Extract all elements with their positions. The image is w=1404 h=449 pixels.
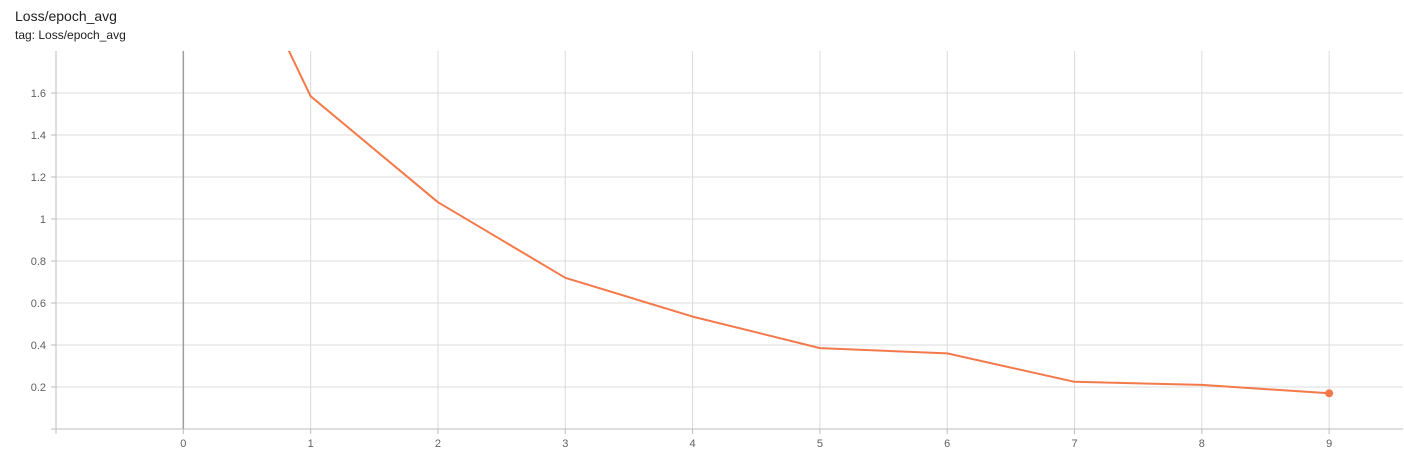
y-tick-label: 0.6	[31, 298, 46, 310]
x-tick-label: 4	[690, 438, 696, 449]
x-tick-label: 8	[1199, 438, 1205, 449]
axis-layer	[51, 51, 1403, 434]
series-line	[287, 51, 1331, 395]
y-tick-label: 0.4	[31, 340, 46, 352]
series-layer[interactable]	[183, 0, 1334, 398]
y-tick-label: 0.8	[31, 256, 46, 268]
last-data-point	[1325, 389, 1334, 398]
y-tick-label: 1.2	[31, 172, 46, 184]
chart-subtitle: tag: Loss/epoch_avg	[15, 28, 126, 42]
y-tick-label: 1	[40, 214, 46, 226]
x-tick-label: 6	[944, 438, 950, 449]
y-tick-label: 1.4	[31, 130, 46, 142]
tick-label-layer: 0.2 0.4 0.6 0.8 1 1.2 1.4 1.6 0 1 2 3 4 5 6 7 8 9	[31, 88, 1333, 449]
y-tick-label: 0.2	[31, 382, 46, 394]
x-tick-label: 0	[180, 438, 186, 449]
x-tick-label: 1	[308, 438, 314, 449]
x-tick-label: 3	[562, 438, 568, 449]
x-tick-label: 2	[435, 438, 441, 449]
chart-title: Loss/epoch_avg	[15, 8, 117, 24]
grid-layer	[56, 51, 1403, 429]
x-tick-label: 7	[1071, 438, 1077, 449]
x-tick-label: 9	[1326, 438, 1332, 449]
y-tick-label: 1.6	[31, 88, 46, 100]
x-tick-label: 5	[817, 438, 823, 449]
